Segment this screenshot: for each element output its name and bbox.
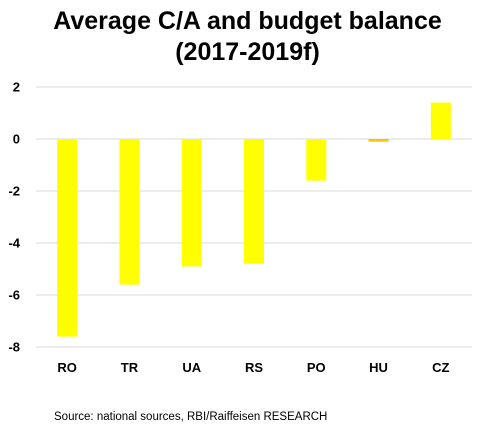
x-tick-label: RO bbox=[57, 360, 77, 375]
chart-title: Average C/A and budget balance (2017-201… bbox=[0, 6, 495, 68]
x-tick-label: CZ bbox=[432, 360, 449, 375]
bar-tr bbox=[119, 139, 140, 285]
bar-cz bbox=[430, 102, 451, 139]
y-tick-label: -4 bbox=[8, 236, 20, 251]
y-tick-label: 0 bbox=[13, 132, 20, 147]
y-tick-label: -8 bbox=[8, 340, 20, 355]
chart-title-line-1: Average C/A and budget balance bbox=[53, 7, 442, 35]
bar-ro bbox=[57, 139, 78, 337]
bar-po bbox=[306, 139, 327, 181]
chart-title-line-2: (2017-2019f) bbox=[175, 38, 320, 66]
x-tick-label: TR bbox=[121, 360, 139, 375]
x-tick-label: RS bbox=[245, 360, 263, 375]
source-note: Source: national sources, RBI/Raiffeisen… bbox=[54, 411, 328, 423]
y-tick-label: 2 bbox=[13, 80, 20, 95]
x-tick-label: PO bbox=[307, 360, 326, 375]
bar-ua bbox=[181, 139, 202, 267]
x-tick-label: UA bbox=[182, 360, 201, 375]
y-tick-label: -6 bbox=[8, 288, 20, 303]
bar-hu bbox=[368, 139, 389, 142]
x-tick-label: HU bbox=[369, 360, 388, 375]
bar-rs bbox=[244, 139, 264, 264]
y-tick-label: -2 bbox=[8, 184, 20, 199]
